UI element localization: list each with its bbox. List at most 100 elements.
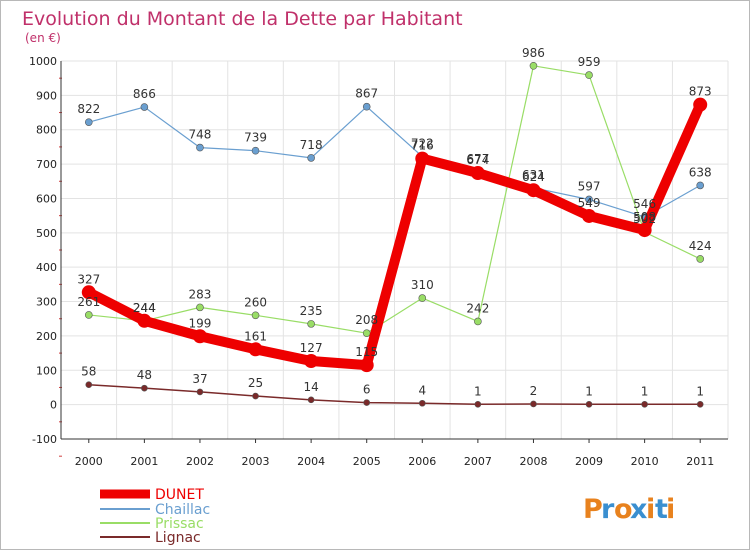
proxiti-logo: Pr oxi ti	[583, 494, 675, 525]
data-label: 4	[418, 383, 426, 397]
x-tick-label: 2009	[575, 455, 603, 468]
data-label: 716	[411, 139, 434, 153]
y-tick-label: 900	[36, 89, 57, 102]
data-label: 1	[641, 384, 649, 398]
data-point	[415, 151, 430, 166]
data-point	[192, 329, 207, 344]
data-label: 161	[244, 329, 267, 343]
data-point	[196, 388, 204, 396]
data-label: 597	[578, 179, 601, 193]
x-tick-label: 2005	[353, 455, 381, 468]
legend-label: Lignac	[155, 530, 201, 546]
data-label: 502	[633, 212, 656, 226]
y-tick-label: 400	[36, 261, 57, 274]
data-point	[307, 154, 315, 162]
data-point	[530, 400, 537, 408]
series-layer	[81, 62, 708, 408]
y-tick-label: 600	[36, 192, 57, 205]
logo-letter: i	[666, 494, 675, 525]
data-point	[526, 183, 541, 198]
data-point	[470, 166, 485, 181]
data-label: 283	[189, 287, 212, 301]
y-tick-label: 800	[36, 124, 57, 137]
data-label: 242	[466, 301, 489, 315]
data-label: 327	[77, 272, 100, 286]
legend-item-prissac: Prissac	[100, 516, 204, 532]
data-label: 235	[300, 304, 323, 318]
data-label: 986	[522, 46, 545, 60]
data-label: 549	[578, 196, 601, 210]
data-label: 624	[522, 170, 545, 184]
data-point	[252, 392, 259, 400]
legend-item-dunet: DUNET	[100, 487, 204, 503]
data-label: 722	[411, 137, 434, 151]
data-label: 127	[300, 341, 323, 355]
data-point	[141, 384, 148, 392]
data-point	[196, 303, 204, 312]
data-label: 867	[355, 87, 378, 101]
data-label: 631	[522, 168, 545, 182]
data-point	[585, 71, 593, 79]
x-tick-label: 2007	[464, 455, 492, 468]
data-point	[582, 208, 597, 223]
data-point	[137, 313, 152, 328]
data-label: 2	[530, 384, 538, 398]
data-label: 1	[696, 384, 704, 398]
data-label: 677	[466, 152, 489, 166]
data-point	[84, 118, 93, 126]
data-label: 310	[411, 278, 434, 292]
y-tick-label: 200	[36, 330, 57, 343]
x-tick-label: 2004	[297, 455, 325, 468]
data-point	[248, 342, 263, 357]
x-tick-label: 2001	[130, 455, 158, 468]
data-label: 748	[189, 128, 212, 142]
data-label: 739	[244, 131, 267, 145]
y-tick-label: 700	[36, 158, 57, 171]
y-tick-label: 300	[36, 296, 57, 309]
x-tick-label: 2006	[408, 455, 436, 468]
legend-item-lignac: Lignac	[100, 530, 201, 546]
data-point	[362, 329, 371, 337]
y-tick-label: 1000	[29, 55, 57, 68]
y-axis: -100 0 100 200 300 400 500 600 700 800 900 1000	[29, 55, 62, 457]
x-tick-label: 2011	[686, 455, 714, 468]
data-label: 260	[244, 295, 267, 309]
data-label: 244	[133, 301, 156, 315]
chart-title: Evolution du Montant de la Dette par Hab…	[22, 8, 463, 30]
data-point	[85, 381, 93, 389]
data-point	[696, 400, 704, 408]
logo-letter: t	[655, 494, 668, 525]
data-point	[637, 223, 652, 238]
data-point	[81, 285, 96, 300]
data-point	[359, 358, 374, 373]
logo-letter: P	[583, 494, 603, 525]
legend-item-chaillac: Chaillac	[100, 502, 210, 518]
data-label: 115	[355, 345, 378, 359]
x-tick-label: 2010	[631, 455, 659, 468]
data-label: 48	[137, 368, 152, 382]
data-point	[696, 255, 705, 263]
legend-label: Prissac	[155, 516, 204, 532]
data-label: 424	[689, 239, 712, 253]
data-label: 822	[77, 102, 100, 116]
data-point	[585, 400, 593, 408]
data-point	[362, 102, 371, 111]
data-label: 14	[303, 380, 318, 394]
data-point	[84, 311, 93, 319]
data-label: 199	[189, 316, 212, 330]
data-label: 546	[633, 197, 656, 211]
legend-label: Chaillac	[155, 502, 210, 518]
data-point	[418, 294, 427, 302]
data-point	[251, 311, 260, 320]
data-label: 718	[300, 138, 323, 152]
data-point	[585, 195, 593, 204]
chart-subtitle: (en €)	[25, 31, 61, 45]
series-line	[88, 383, 701, 406]
data-label: 959	[578, 55, 601, 69]
data-label: 674	[466, 153, 489, 167]
x-axis: 2000 2001 2002 2003 2004 2005 2006 2007 2008 2009…	[61, 438, 728, 468]
data-label: 37	[192, 372, 207, 386]
series-dunet	[81, 97, 708, 373]
